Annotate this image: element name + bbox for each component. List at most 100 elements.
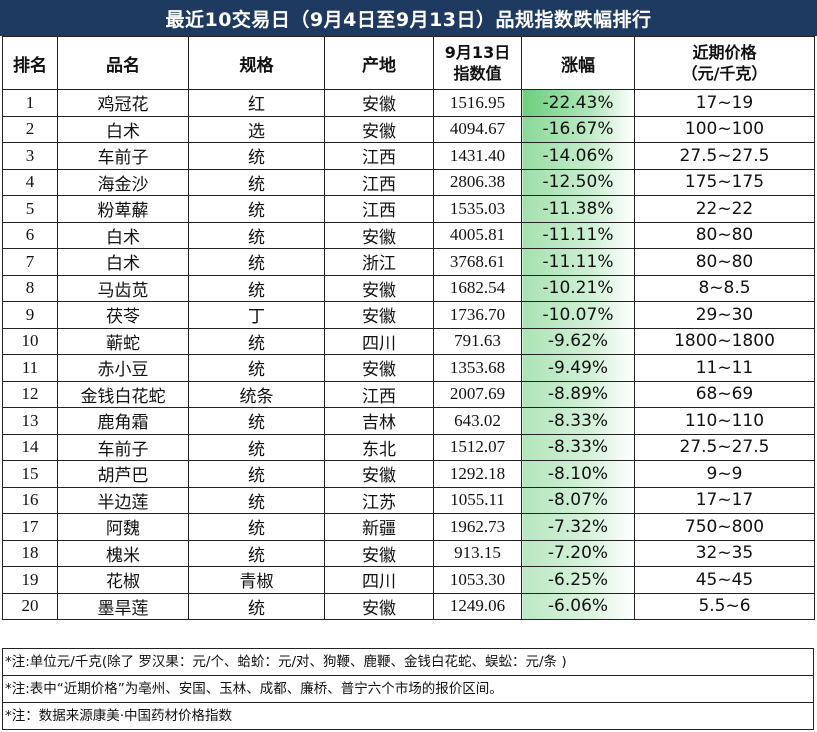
cell-spec: 统	[188, 407, 325, 435]
cell-rank: 18	[2, 539, 58, 567]
cell-price: 1800~1800	[634, 327, 815, 355]
cell-price: 80~80	[634, 248, 815, 276]
cell-name: 鸡冠花	[57, 89, 189, 117]
cell-change: -10.21%	[521, 274, 635, 302]
cell-origin: 江苏	[324, 486, 434, 514]
cell-index: 1055.11	[433, 486, 522, 514]
cell-name: 车前子	[57, 433, 189, 461]
cell-rank: 7	[2, 248, 58, 276]
cell-name: 鹿角霜	[57, 407, 189, 435]
header-index-line1: 9月13日	[444, 43, 511, 62]
cell-price: 100~100	[634, 115, 815, 143]
cell-origin: 吉林	[324, 407, 434, 435]
cell-spec: 红	[188, 89, 325, 117]
cell-index: 1962.73	[433, 513, 522, 541]
cell-spec: 统	[188, 486, 325, 514]
cell-spec: 统	[188, 513, 325, 541]
cell-rank: 9	[2, 301, 58, 329]
cell-rank: 12	[2, 380, 58, 408]
cell-rank: 13	[2, 407, 58, 435]
cell-index: 791.63	[433, 327, 522, 355]
cell-name: 白术	[57, 115, 189, 143]
cell-rank: 14	[2, 433, 58, 461]
table-row: 2 白术选安徽 4094.67 -16.67% 100~100	[2, 115, 815, 143]
cell-origin: 安徽	[324, 221, 434, 249]
cell-origin: 江西	[324, 195, 434, 223]
cell-name: 赤小豆	[57, 354, 189, 382]
cell-change: -9.62%	[521, 327, 635, 355]
cell-origin: 江西	[324, 380, 434, 408]
cell-spec: 统	[188, 433, 325, 461]
cell-change: -22.43%	[521, 89, 635, 117]
cell-rank: 11	[2, 354, 58, 382]
cell-index: 1292.18	[433, 460, 522, 488]
cell-origin: 安徽	[324, 301, 434, 329]
cell-origin: 安徽	[324, 354, 434, 382]
table-row: 11 赤小豆统安徽 1353.68 -9.49% 11~11	[2, 354, 815, 382]
cell-price: 750~800	[634, 513, 815, 541]
cell-price: 17~17	[634, 486, 815, 514]
table-title: 最近10交易日（9月4日至9月13日）品规指数跌幅排行	[0, 0, 817, 36]
cell-name: 金钱白花蛇	[57, 380, 189, 408]
notes-section: *注:单位元/千克(除了 罗汉果：元/个、蛤蚧：元/对、狗鞭、鹿鞭、金钱白花蛇、…	[2, 648, 814, 730]
table-row: 12 金钱白花蛇 统条 江西 2007.69 -8.89% 68~69	[2, 380, 815, 408]
cell-spec: 统	[188, 142, 325, 170]
cell-name: 墨旱莲	[57, 592, 189, 620]
cell-rank: 3	[2, 142, 58, 170]
cell-origin: 江西	[324, 168, 434, 196]
note-price-range: *注:表中“近期价格”为亳州、安国、玉林、成都、廉桥、普宁六个市场的报价区间。	[3, 675, 813, 702]
cell-change: -11.11%	[521, 221, 635, 249]
cell-index: 1535.03	[433, 195, 522, 223]
header-name: 品名	[57, 36, 189, 90]
cell-origin: 四川	[324, 566, 434, 594]
table-row: 18 槐米统安徽 913.15 -7.20% 32~35	[2, 539, 815, 567]
cell-origin: 新疆	[324, 513, 434, 541]
cell-spec: 统	[188, 354, 325, 382]
header-price-line1: 近期价格	[692, 43, 757, 62]
header-rank: 排名	[2, 36, 58, 90]
cell-change: -8.33%	[521, 407, 635, 435]
cell-spec: 青椒	[188, 566, 325, 594]
cell-spec: 统	[188, 592, 325, 620]
cell-origin: 安徽	[324, 274, 434, 302]
table-row: 9 茯苓丁安徽 1736.70 -10.07% 29~30	[2, 301, 815, 329]
note-unit: *注:单位元/千克(除了 罗汉果：元/个、蛤蚧：元/对、狗鞭、鹿鞭、金钱白花蛇、…	[3, 648, 813, 675]
table-row: 4 海金沙统江西 2806.38 -12.50% 175~175	[2, 168, 815, 196]
note-source: *注：数据来源康美·中国药材价格指数	[3, 702, 813, 729]
cell-index: 1516.95	[433, 89, 522, 117]
cell-index: 1512.07	[433, 433, 522, 461]
cell-change: -7.20%	[521, 539, 635, 567]
cell-name: 花椒	[57, 566, 189, 594]
cell-name: 粉萆薢	[57, 195, 189, 223]
table-row: 3 车前子统江西 1431.40 -14.06% 27.5~27.5	[2, 142, 815, 170]
table-row: 15 胡芦巴统安徽 1292.18 -8.10% 9~9	[2, 460, 815, 488]
cell-name: 白术	[57, 248, 189, 276]
cell-name: 海金沙	[57, 168, 189, 196]
table-row: 8 马齿苋统安徽 1682.54 -10.21% 8~8.5	[2, 274, 815, 302]
header-index-line2: 指数值	[453, 64, 502, 83]
cell-price: 5.5~6	[634, 592, 815, 620]
cell-origin: 安徽	[324, 539, 434, 567]
cell-change: -8.10%	[521, 460, 635, 488]
cell-price: 32~35	[634, 539, 815, 567]
cell-index: 4094.67	[433, 115, 522, 143]
cell-spec: 统	[188, 168, 325, 196]
cell-rank: 5	[2, 195, 58, 223]
cell-change: -6.25%	[521, 566, 635, 594]
cell-index: 1053.30	[433, 566, 522, 594]
cell-index: 2007.69	[433, 380, 522, 408]
cell-price: 22~22	[634, 195, 815, 223]
cell-index: 1736.70	[433, 301, 522, 329]
cell-spec: 选	[188, 115, 325, 143]
cell-name: 半边莲	[57, 486, 189, 514]
cell-price: 11~11	[634, 354, 815, 382]
cell-change: -12.50%	[521, 168, 635, 196]
table-body: 1 鸡冠花红安徽 1516.95 -22.43% 17~19 2 白术选安徽 4094.67-…	[2, 89, 815, 620]
cell-origin: 安徽	[324, 460, 434, 488]
cell-index: 913.15	[433, 539, 522, 567]
cell-name: 阿魏	[57, 513, 189, 541]
cell-name: 马齿苋	[57, 274, 189, 302]
cell-change: -8.89%	[521, 380, 635, 408]
table-row: 7 白术统浙江 3768.61 -11.11% 80~80	[2, 248, 815, 276]
cell-rank: 17	[2, 513, 58, 541]
